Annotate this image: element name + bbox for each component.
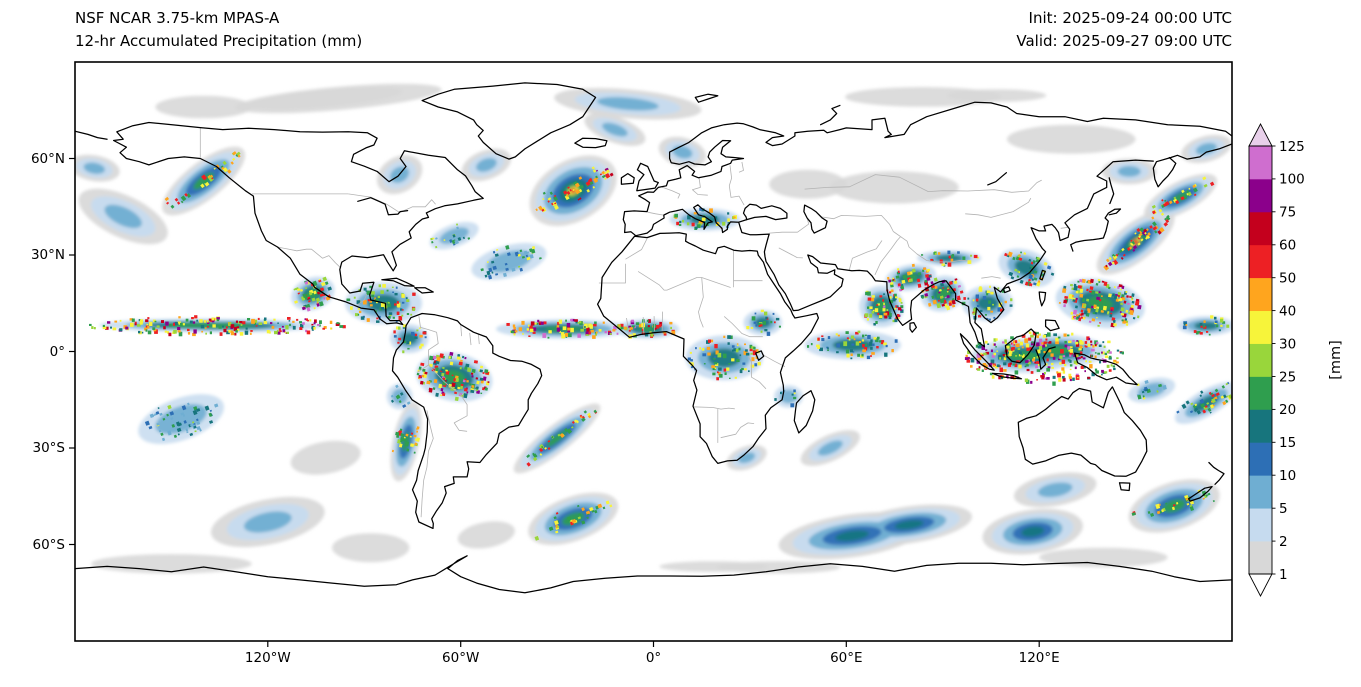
precip-region-arctic-atlantic — [554, 87, 702, 120]
precip-region-okhotsk-sea — [1101, 158, 1157, 185]
precip-region-mexico-west-coast-storm — [290, 276, 335, 311]
colorbar-unit-label: [mm] — [1328, 340, 1344, 380]
colorbar-tick-label: 60 — [1279, 238, 1296, 254]
title-block: NSF NCAR 3.75-km MPAS-A 12-hr Accumulate… — [75, 7, 362, 53]
precip-region-iceland-greenland-sea — [584, 113, 646, 146]
lat-tick-label: 30°S — [32, 440, 66, 456]
colorbar-tick-label: 20 — [1279, 402, 1296, 418]
precip-region-south-africa-coast — [726, 444, 767, 471]
precip-region-southwest-indian-ocean — [800, 430, 860, 466]
precip-region-antarctic-coastal-aus — [1039, 547, 1168, 568]
lat-tick-label: 0° — [49, 343, 65, 360]
precip-region-chukchi-streaks — [1181, 134, 1232, 164]
colorbar-under-arrow — [1248, 573, 1273, 597]
lon-tick-label: 120°W — [244, 650, 291, 666]
colorbar-tick-label: 50 — [1279, 271, 1296, 287]
precip-region-arctic-siberia — [845, 87, 1047, 107]
colorbar-tick-label: 5 — [1279, 501, 1288, 517]
precip-region-falklands-gray — [457, 521, 515, 549]
model-name: NSF NCAR 3.75-km MPAS-A — [75, 9, 280, 27]
precip-region-russia-steppe-gray — [769, 169, 847, 199]
precip-region-south-pacific-storm — [210, 496, 325, 548]
lat-tick-label: 60°N — [30, 150, 65, 167]
colorbar-over-arrow — [1248, 123, 1273, 147]
precip-region-east-siberia-gray — [1007, 124, 1136, 154]
precip-region-south-atlantic-storm — [528, 492, 619, 546]
colorbar-tick-label: 2 — [1279, 534, 1288, 550]
precip-region-amundsen-sea-gray — [332, 533, 410, 563]
colorbar-tick-label: 1 — [1279, 567, 1288, 583]
precip-region-beaufort-gray — [155, 95, 252, 119]
precip-region-south-of-australia-storm — [982, 508, 1083, 555]
precip-region-central-asia-gray — [830, 171, 959, 204]
precip-region-labrador-sea — [461, 148, 512, 182]
precip-region-mozambique-channel — [774, 385, 803, 408]
precip-region-arctic-canada-gray — [234, 83, 442, 114]
precip-region-gulf-of-alaska-front — [162, 146, 246, 216]
colorbar-tick-label: 10 — [1279, 468, 1296, 484]
precip-region-southern-indian-ocean-storm — [778, 504, 973, 560]
init-time: Init: 2025-09-24 00:00 UTC — [1028, 9, 1232, 27]
colorbar-tick-label: 125 — [1279, 139, 1305, 155]
precip-region-great-australian-bight — [1013, 472, 1097, 508]
lon-tick-label: 0° — [645, 650, 662, 666]
precip-region-south-pacific-subtropics — [138, 394, 224, 445]
colorbar-tick-label: 40 — [1279, 303, 1296, 319]
colorbar-tick-label: 75 — [1279, 205, 1296, 221]
lat-tick-label: 30°N — [30, 247, 65, 263]
precip-region-se-pacific-stratus — [290, 440, 361, 475]
lon-tick-label: 60°E — [830, 650, 863, 666]
time-block: Init: 2025-09-24 00:00 UTC Valid: 2025-0… — [1016, 7, 1232, 53]
precip-region-central-atlantic-showers — [471, 242, 547, 280]
lon-tick-label: 60°W — [442, 650, 480, 666]
precip-region-scandinavia-streaks — [658, 136, 706, 168]
colorbar-tick-label: 15 — [1279, 435, 1296, 451]
lon-tick-label: 120°E — [1018, 650, 1060, 666]
precip-region-south-atlantic-convergence — [513, 403, 601, 474]
lat-tick-label: 60°S — [32, 536, 66, 553]
coastlines-layer — [75, 82, 1232, 594]
precip-region-coral-sea — [1128, 377, 1176, 403]
valid-time: Valid: 2025-09-27 09:00 UTC — [1016, 32, 1232, 50]
colorbar-tick-label: 30 — [1279, 336, 1296, 352]
precip-region-bering-sea — [75, 154, 120, 182]
country-borders-layer — [199, 127, 1069, 518]
figure-title: 12-hr Accumulated Precipitation (mm) — [75, 32, 363, 50]
colorbar-tick-label: 25 — [1279, 369, 1296, 385]
colorbar-tick-label: 100 — [1279, 172, 1305, 188]
precip-region-north-pacific-central — [78, 188, 168, 245]
precip-region-antarctic-coastal-east — [659, 561, 841, 574]
